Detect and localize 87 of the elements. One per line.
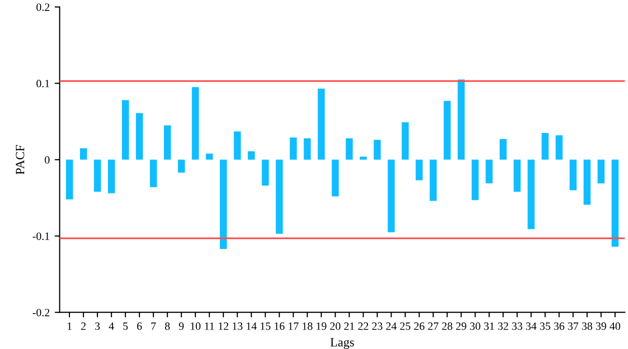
bar — [108, 160, 115, 194]
bar — [206, 154, 213, 160]
x-tick-label: 15 — [260, 322, 270, 330]
x-tick-label: 26 — [414, 322, 424, 330]
x-tick-label: 23 — [372, 322, 382, 330]
bar — [66, 160, 73, 200]
bar — [584, 160, 591, 205]
x-tick-label: 7 — [151, 322, 156, 330]
x-tick-label: 3 — [95, 322, 100, 330]
bar — [220, 160, 227, 249]
bar — [192, 87, 199, 160]
bar — [248, 151, 255, 160]
bar — [458, 80, 465, 160]
bar — [374, 140, 381, 160]
x-tick-label: 32 — [498, 322, 508, 330]
x-tick-label: 37 — [568, 322, 578, 330]
x-tick-label: 11 — [204, 322, 214, 330]
x-tick-label: 17 — [288, 322, 299, 330]
x-tick-label: 39 — [596, 322, 606, 330]
x-tick-label: 25 — [400, 322, 410, 330]
bar — [528, 160, 535, 230]
x-tick-label: 6 — [137, 322, 142, 330]
bar — [556, 135, 563, 160]
x-tick-label: 1 — [68, 322, 72, 330]
x-tick-label: 12 — [218, 322, 228, 330]
y-tick-label: 0.1 — [36, 80, 50, 88]
x-tick-label: 13 — [232, 322, 242, 330]
bar — [360, 156, 367, 160]
x-axis-title: Lags — [330, 338, 354, 349]
bar — [388, 160, 395, 232]
bar — [500, 139, 507, 160]
x-tick-label: 40 — [610, 322, 620, 330]
bar — [262, 160, 269, 186]
bar — [570, 160, 577, 190]
x-tick-label: 4 — [108, 322, 114, 330]
bar — [94, 160, 101, 192]
y-tick-label: 0 — [44, 156, 50, 164]
bar — [402, 122, 409, 160]
x-tick-label: 34 — [526, 322, 537, 330]
x-tick-label: 24 — [386, 322, 397, 330]
bar — [304, 138, 311, 160]
y-tick-label: -0.2 — [32, 308, 50, 316]
bar — [122, 100, 129, 160]
bar — [318, 88, 325, 160]
bar — [290, 138, 297, 160]
bar — [416, 160, 423, 180]
x-tick-label: 8 — [165, 322, 170, 330]
y-axis-title: PACF — [16, 145, 24, 174]
bar — [486, 160, 493, 184]
x-tick-label: 29 — [456, 322, 466, 330]
bar — [234, 131, 241, 160]
x-tick-label: 36 — [554, 322, 564, 330]
x-tick-label: 28 — [442, 322, 452, 330]
bar — [150, 160, 157, 188]
x-tick-label: 9 — [178, 322, 184, 330]
x-tick-label: 38 — [582, 322, 592, 330]
bar — [178, 160, 185, 173]
x-tick-label: 27 — [428, 322, 438, 330]
bar — [598, 160, 605, 184]
x-tick-label: 33 — [512, 322, 522, 330]
bar — [136, 113, 143, 160]
x-tick-label: 10 — [190, 322, 200, 330]
bar — [612, 160, 619, 247]
y-tick-label: -0.1 — [32, 232, 50, 240]
bar — [444, 100, 451, 160]
bar — [430, 160, 437, 201]
bar — [164, 125, 171, 160]
x-tick-label: 31 — [484, 322, 494, 330]
x-tick-label: 18 — [302, 322, 312, 330]
x-tick-label: 30 — [470, 322, 480, 330]
bar — [80, 148, 87, 160]
x-tick-label: 21 — [344, 322, 354, 330]
bar — [514, 160, 521, 192]
bar — [472, 160, 479, 200]
bar — [346, 138, 353, 160]
x-tick-label: 22 — [358, 322, 368, 330]
x-tick-label: 5 — [123, 322, 128, 330]
x-tick-label: 35 — [540, 322, 550, 330]
x-tick-label: 20 — [330, 322, 340, 330]
bar — [542, 132, 549, 160]
x-tick-label: 16 — [274, 322, 285, 330]
x-tick-label: 19 — [316, 322, 326, 330]
bar — [276, 160, 283, 234]
y-tick-label: 0.2 — [36, 3, 50, 11]
x-tick-label: 2 — [81, 322, 86, 330]
bar — [332, 160, 339, 196]
x-tick-label: 14 — [246, 322, 257, 330]
